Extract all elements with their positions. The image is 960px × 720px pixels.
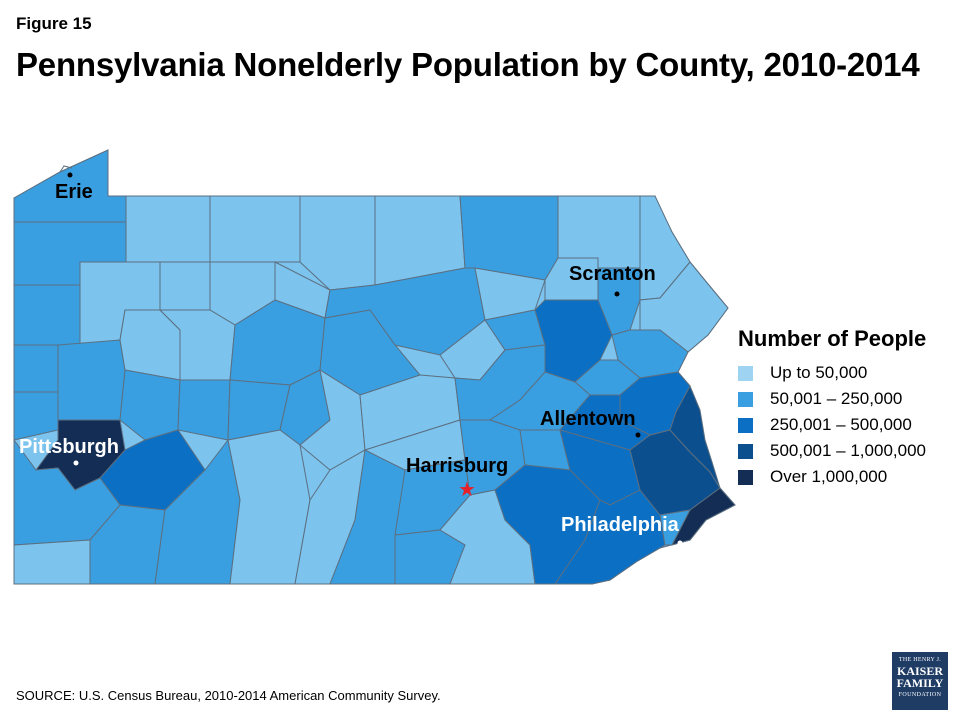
erie-dot: [67, 172, 73, 178]
map-legend: Number of People Up to 50,000 50,001 – 2…: [738, 326, 926, 490]
legend-item: 500,001 – 1,000,000: [738, 438, 926, 464]
city-label-allentown: Allentown: [540, 408, 636, 430]
allentown-dot: [635, 432, 641, 438]
city-label-scranton: Scranton: [569, 263, 656, 285]
county-susquehanna: [557, 195, 641, 269]
county-greene: [13, 539, 91, 585]
county-indiana: [177, 379, 231, 441]
logo-line: FAMILY: [896, 676, 944, 690]
legend-title: Number of People: [738, 326, 927, 351]
legend-item: Over 1,000,000: [738, 464, 926, 490]
county-regions: [13, 149, 736, 585]
county-bradford: [459, 195, 559, 281]
capital-star-icon: ★: [458, 477, 476, 501]
lake-erie-shoreline: [59, 165, 73, 173]
logo-line: FOUNDATION: [898, 692, 942, 698]
city-markers: Erie Scranton Allentown Pittsburgh Harri…: [19, 172, 683, 546]
legend-swatch: [738, 469, 753, 485]
legend-label: 500,001 – 1,000,000: [770, 441, 926, 460]
legend-swatch: [738, 417, 753, 433]
county-bedford: [227, 429, 311, 585]
kff-logo: THE HENRY J. KAISER FAMILY FOUNDATION: [892, 652, 948, 710]
legend-label: 50,001 – 250,000: [770, 389, 903, 408]
county-pike: [639, 261, 729, 353]
figure-label: Figure 15: [16, 14, 92, 33]
city-label-pittsburgh: Pittsburgh: [19, 436, 119, 458]
legend-item: 50,001 – 250,000: [738, 386, 926, 412]
pennsylvania-county-map: Erie Scranton Allentown Pittsburgh Harri…: [13, 149, 736, 585]
county-bucks: [649, 384, 721, 489]
logo-line: THE HENRY J.: [898, 657, 942, 663]
pittsburgh-dot: [73, 460, 79, 466]
logo-line: KAISER: [896, 664, 943, 678]
county-warren: [125, 195, 211, 263]
legend-label: Up to 50,000: [770, 363, 868, 382]
legend-label: Over 1,000,000: [770, 467, 888, 486]
legend-item: Up to 50,000: [738, 360, 926, 386]
source-note: SOURCE: U.S. Census Bureau, 2010-2014 Am…: [16, 688, 441, 703]
county-forest: [159, 261, 211, 311]
city-label-philadelphia: Philadelphia: [561, 514, 680, 536]
county-lawrence: [13, 344, 59, 393]
legend-swatch: [738, 443, 753, 459]
city-label-harrisburg: Harrisburg: [406, 455, 508, 477]
legend-item: 250,001 – 500,000: [738, 412, 926, 438]
legend-swatch: [738, 391, 753, 407]
scranton-dot: [614, 291, 620, 297]
philadelphia-dot: [677, 540, 683, 546]
legend-swatch: [738, 365, 753, 381]
county-mckean: [209, 195, 301, 263]
legend-label: 250,001 – 500,000: [770, 415, 912, 434]
county-philadelphia: [671, 487, 736, 546]
county-mercer: [13, 284, 81, 346]
page-title: Pennsylvania Nonelderly Population by Co…: [16, 46, 920, 83]
county-chester: [554, 489, 666, 585]
county-butler: [57, 339, 126, 421]
city-label-erie: Erie: [55, 181, 93, 203]
